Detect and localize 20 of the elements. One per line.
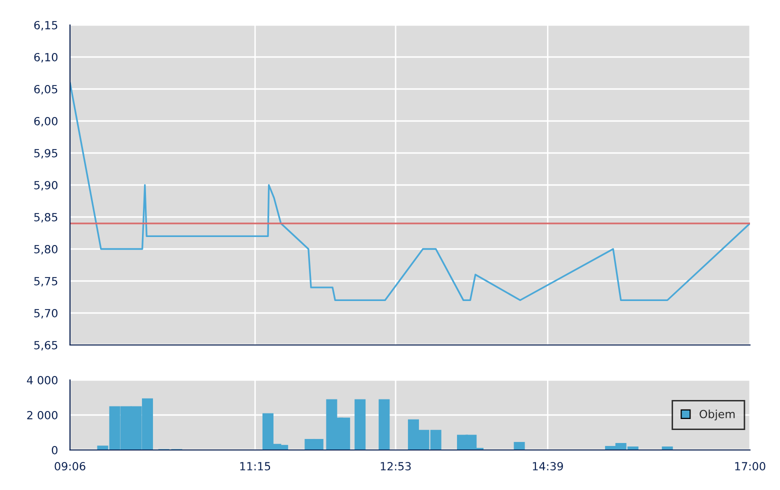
x-tick-label: 14:39 xyxy=(532,462,563,470)
y-tick-label: 5,75 xyxy=(34,277,58,287)
y-tick-label: 2 000 xyxy=(27,410,58,420)
x-tick-label: 09:06 xyxy=(54,462,86,470)
y-tick-label: 6,00 xyxy=(34,116,58,127)
y-tick-label: 5,70 xyxy=(34,308,58,319)
x-tick-label: 11:15 xyxy=(240,462,270,470)
y-tick-label: 5,65 xyxy=(34,340,58,351)
y-tick-label: 5,95 xyxy=(34,148,58,159)
y-tick-label: 6,15 xyxy=(34,20,58,31)
x-tick-label: 17:00 xyxy=(735,462,766,470)
y-tick-label: 5,90 xyxy=(34,180,58,191)
y-tick-label: 5,80 xyxy=(34,244,58,255)
legend-label: Objem xyxy=(700,410,735,420)
y-tick-label: 0 xyxy=(52,446,58,454)
y-tick-label: 5,85 xyxy=(34,212,58,223)
y-tick-label: 4 000 xyxy=(26,376,58,384)
y-tick-label: 6,05 xyxy=(34,84,58,95)
x-tick-label: 12:53 xyxy=(380,462,411,470)
y-tick-label: 6,10 xyxy=(34,52,58,63)
